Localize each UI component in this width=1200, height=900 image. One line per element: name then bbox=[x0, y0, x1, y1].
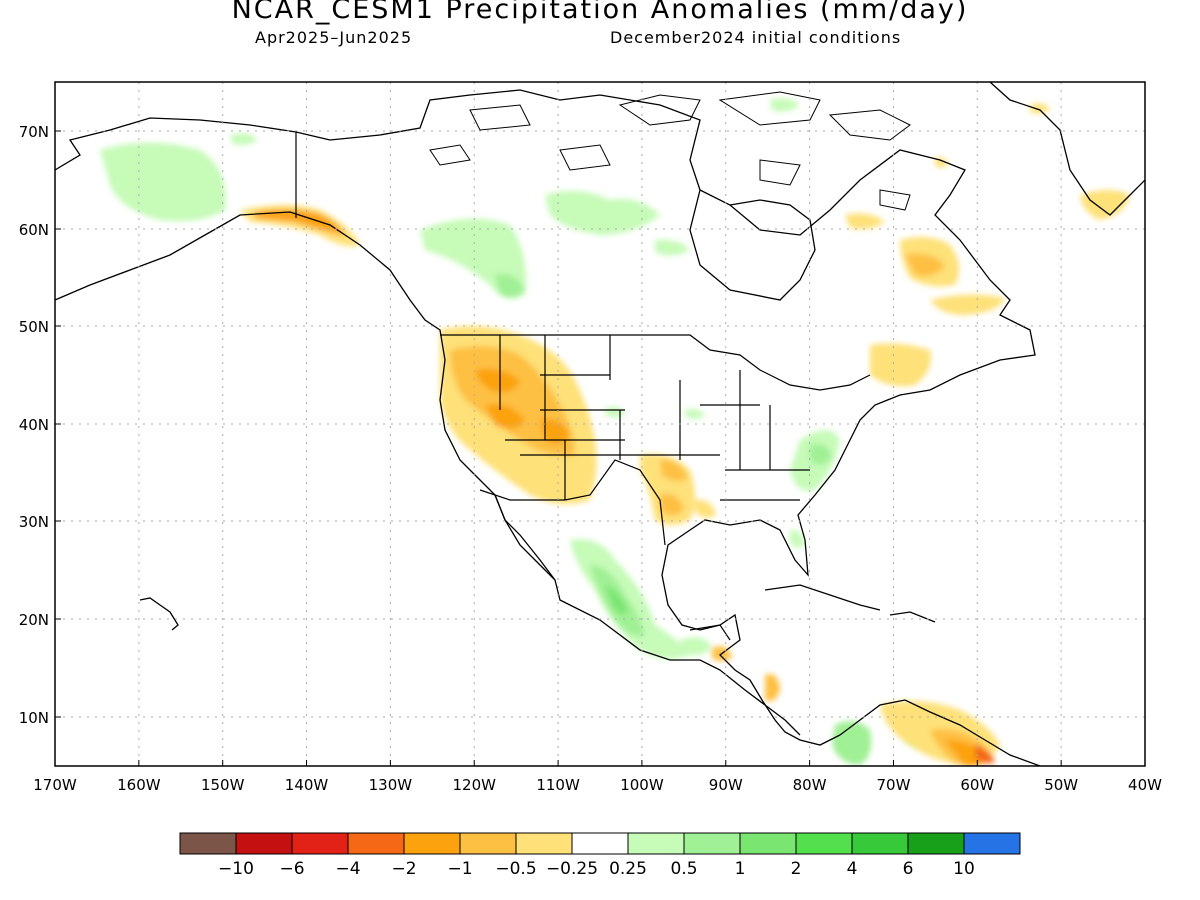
lat-tick-label: 20N bbox=[19, 611, 49, 629]
colorbar-tick-label: 2 bbox=[791, 859, 802, 879]
lat-tick-label: 60N bbox=[19, 221, 49, 239]
colorbar-swatch bbox=[347, 832, 405, 855]
political-borders bbox=[295, 132, 871, 641]
lon-tick-label: 80W bbox=[793, 776, 827, 794]
lon-tick-label: 50W bbox=[1044, 776, 1078, 794]
forecast-period: Apr2025–Jun2025 bbox=[255, 28, 413, 47]
colorbar-swatch bbox=[683, 832, 741, 855]
lon-tick-label: 60W bbox=[960, 776, 994, 794]
colorbar-tick-label: 0.5 bbox=[670, 859, 697, 879]
colorbar-swatch bbox=[403, 832, 461, 855]
colorbar-tick-label: 4 bbox=[847, 859, 858, 879]
colorbar-tick-label: 1 bbox=[735, 859, 746, 879]
colorbar: −10 −6 −4 −2 −1 −0.5 −0.25 0.25 0.5 1 2 4 6 10 bbox=[179, 832, 1021, 879]
colorbar-swatch bbox=[907, 832, 965, 855]
colorbar-tick-label: −0.25 bbox=[546, 859, 598, 879]
lat-tick-label: 70N bbox=[19, 123, 49, 141]
colorbar-swatch bbox=[235, 832, 293, 855]
colorbar-swatch bbox=[795, 832, 853, 855]
lon-tick-label: 40W bbox=[1128, 776, 1162, 794]
colorbar-swatch bbox=[963, 832, 1021, 855]
lon-tick-label: 170W bbox=[33, 776, 77, 794]
lon-tick-label: 100W bbox=[620, 776, 664, 794]
colorbar-swatch bbox=[851, 832, 909, 855]
colorbar-swatch bbox=[291, 832, 349, 855]
lat-tick-label: 10N bbox=[19, 709, 49, 727]
graticule bbox=[55, 82, 1145, 766]
lon-tick-label: 150W bbox=[201, 776, 245, 794]
colorbar-swatch bbox=[571, 832, 629, 855]
longitude-axis: 170W 160W 150W 140W 130W 120W 110W 100W 90W 80W 70… bbox=[33, 760, 1162, 794]
lat-tick-label: 30N bbox=[19, 513, 49, 531]
colorbar-swatch bbox=[459, 832, 517, 855]
arctic-islands bbox=[429, 91, 911, 211]
colorbar-tick-label: 0.25 bbox=[609, 859, 647, 879]
colorbar-swatch bbox=[739, 832, 797, 855]
map-title: NCAR_CESM1 Precipitation Anomalies (mm/d… bbox=[231, 0, 969, 25]
initial-conditions: December2024 initial conditions bbox=[610, 28, 902, 47]
lon-tick-label: 110W bbox=[536, 776, 580, 794]
colorbar-tick-label: −10 bbox=[218, 859, 254, 879]
colorbar-swatch bbox=[515, 832, 573, 855]
map-area bbox=[55, 82, 1145, 766]
colorbar-swatch bbox=[179, 832, 237, 855]
colorbar-tick-label: 6 bbox=[903, 859, 914, 879]
lon-tick-label: 70W bbox=[877, 776, 911, 794]
coastlines bbox=[55, 82, 1145, 766]
lon-tick-label: 90W bbox=[709, 776, 743, 794]
negative-anomaly-regions bbox=[240, 103, 1130, 766]
lat-tick-label: 40N bbox=[19, 416, 49, 434]
colorbar-tick-label: 10 bbox=[953, 859, 975, 879]
colorbar-tick-label: −0.5 bbox=[495, 859, 536, 879]
colorbar-tick-label: −4 bbox=[335, 859, 360, 879]
lon-tick-label: 120W bbox=[452, 776, 496, 794]
lon-tick-label: 140W bbox=[285, 776, 329, 794]
lon-tick-label: 130W bbox=[369, 776, 413, 794]
latitude-axis: 70N 60N 50N 40N 30N 20N 10N bbox=[19, 123, 61, 727]
colorbar-swatch bbox=[627, 832, 685, 855]
colorbar-tick-label: −2 bbox=[391, 859, 416, 879]
lat-tick-label: 50N bbox=[19, 318, 49, 336]
positive-anomaly-regions bbox=[100, 98, 935, 765]
colorbar-tick-label: −1 bbox=[447, 859, 472, 879]
lon-tick-label: 160W bbox=[117, 776, 161, 794]
colorbar-tick-label: −6 bbox=[279, 859, 304, 879]
